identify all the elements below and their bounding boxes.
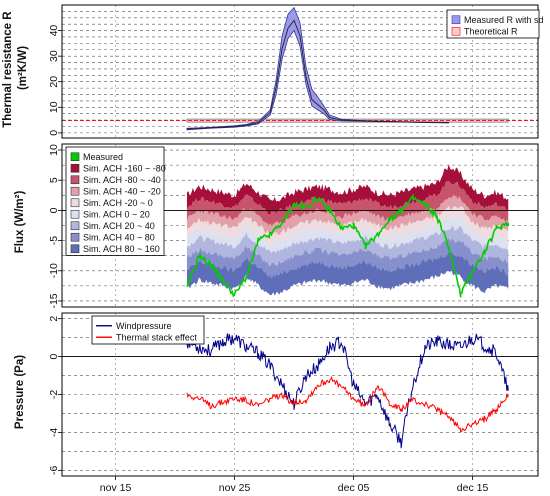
y-tick-label: -5 [48,236,60,245]
legend-swatch [70,152,80,162]
legend-swatch [70,221,80,231]
y-tick-label: 0 [48,207,60,213]
y-tick-label: 20 [48,76,60,88]
legend-entry: Sim. ACH -160 ~ -80 [83,163,166,173]
legend-entry: Sim. ACH 20 ~ 40 [83,221,155,231]
panel-frame [61,4,539,139]
legend-swatch [70,232,80,242]
y-axis-title-flux: Flux (W/m²) [14,191,26,254]
ach-band [186,194,509,235]
x-tick-label: dec 15 [457,482,489,494]
measured-r-line [186,19,449,130]
legend-entry: Sim. ACH 0 ~ 20 [83,209,150,219]
date-axis: nov 15 nov 25 dec 05 dec 15 [100,476,489,494]
y-tick-label: -15 [48,293,60,308]
thermal-resistance-panel: Thermal resistance R (m²K/W) 0 10 20 30 40 Me… [2,4,544,139]
y-tick-label: 10 [48,101,60,113]
pressure-panel: Pressure (Pa) -6 -4 -2 0 2 WindpressureTherma… [14,312,539,477]
legend-box [91,315,205,345]
x-tick-label: nov 25 [219,482,251,494]
x-tick-label: dec 05 [338,482,370,494]
ach-band [186,214,509,254]
legend-swatch [70,198,80,208]
legend-entry: Sim. ACH -40 ~ -20 [83,186,161,196]
legend-entry: Measured [83,152,123,162]
legend-entry: Sim. ACH 80 ~ 160 [83,244,160,254]
legend-entry: Sim. ACH 40 ~ 80 [83,232,155,242]
legend-entry: Thermal stack effect [116,332,197,342]
legend-entry: Measured R with sd [464,15,544,25]
panel-frame [61,143,539,308]
legend-swatch [451,15,461,25]
y-tick-label: -6 [48,465,60,474]
legend-entry: Theoretical R [464,26,518,36]
y-tick-label: 5 [48,177,60,183]
ach-band [186,238,509,279]
legend-box [65,146,165,256]
legend-swatch [70,244,80,254]
y-tick-label: 10 [48,144,60,156]
ach-band [186,225,509,267]
legend-entry: Sim. ACH -20 ~ 0 [83,198,153,208]
legend-entry: Windpressure [116,321,172,331]
y-tick-label: -10 [48,263,60,278]
y-tick-label: 30 [48,50,60,62]
legend-entry: Sim. ACH -80 ~ -40 [83,175,161,185]
y-tick-label: -4 [48,428,60,437]
legend-box [446,9,540,39]
ach-band [186,164,509,215]
y-tick-label: 40 [48,25,60,37]
thermal-stack-line [186,375,509,432]
panel-frame [61,312,539,477]
legend-swatch [451,26,461,36]
legend-swatch [70,209,80,219]
y-tick-label: -2 [48,390,60,399]
legend-swatch [70,175,80,185]
y-axis-title-thermal-resistance: Thermal resistance R (m²K/W) [2,8,29,128]
y-tick-label: 0 [48,130,60,136]
legend-swatch [70,163,80,173]
x-tick-label: nov 15 [100,482,132,494]
measured-flux-line [186,193,510,298]
ach-band [186,251,509,296]
legend-swatch [70,186,80,196]
windpressure-line [186,333,509,449]
ach-band [186,181,509,227]
y-tick-label: 2 [48,316,60,322]
y-tick-label: 0 [48,354,60,360]
y-axis-title-pressure: Pressure (Pa) [14,355,26,429]
measured-r-sd-band [186,6,450,131]
